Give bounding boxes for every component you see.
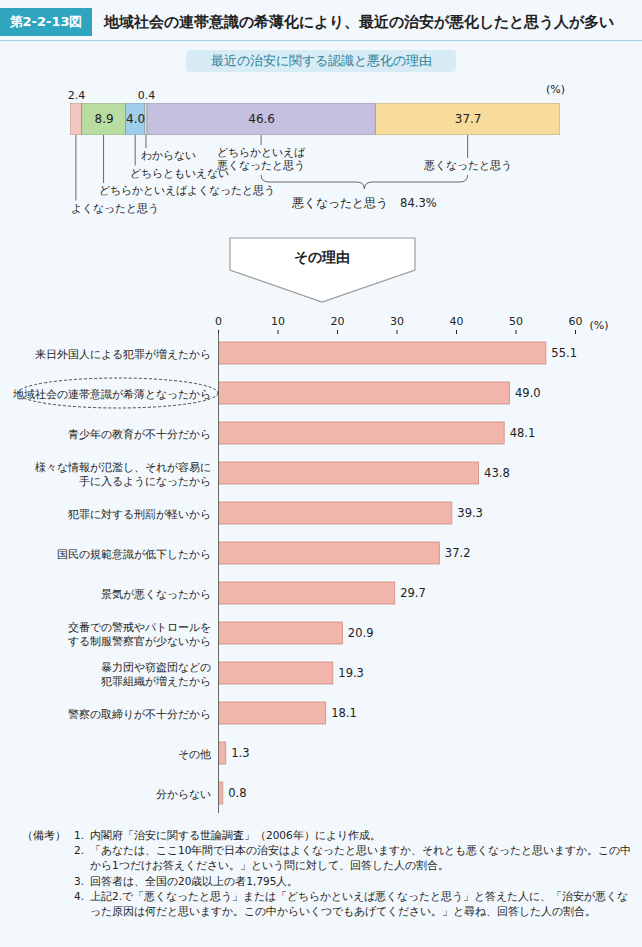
svg-text:18.1: 18.1 bbox=[331, 706, 357, 720]
html-text:第2-2-13図: 第2-2-13図 bbox=[9, 14, 83, 29]
svg-text:悪くなったと思う: 悪くなったと思う bbox=[216, 159, 305, 172]
svg-text:暴力団や窃盗団などの犯罪組織が増えたから: 暴力団や窃盗団などの犯罪組織が増えたから bbox=[101, 661, 211, 688]
html-text:内閣府「治安に関する世論調査」（2006年）により作成。: 内閣府「治安に関する世論調査」（2006年）により作成。 bbox=[90, 829, 381, 841]
html-text:地域社会の連帯意識の希薄化により、最近の治安が悪化したと思う: 地域社会の連帯意識の希薄化により、最近の治安が悪化したと思う人が多い bbox=[104, 13, 614, 31]
svg-text:39.3: 39.3 bbox=[457, 506, 483, 520]
svg-text:来日外国人による犯罪が増えたから: 来日外国人による犯罪が増えたから bbox=[35, 348, 211, 361]
svg-text:46.6: 46.6 bbox=[248, 112, 275, 126]
svg-text:8.9: 8.9 bbox=[95, 112, 114, 126]
svg-text:(%): (%) bbox=[546, 83, 565, 96]
svg-text:どちらかといえばよくなったと思う: どちらかといえばよくなったと思う bbox=[99, 184, 275, 197]
svg-text:悪くなったと思う 84.3%: 悪くなったと思う 84.3% bbox=[291, 196, 437, 210]
svg-text:地域社会の連帯意識が希薄となったから: 地域社会の連帯意識が希薄となったから bbox=[12, 388, 211, 401]
svg-text:19.3: 19.3 bbox=[338, 666, 364, 680]
svg-text:青少年の教育が不十分だから: 青少年の教育が不十分だから bbox=[68, 428, 211, 441]
svg-text:1.3: 1.3 bbox=[231, 746, 249, 760]
svg-text:分からない: 分からない bbox=[156, 788, 211, 801]
html-text:4.: 4. bbox=[74, 889, 84, 902]
svg-text:20: 20 bbox=[331, 315, 345, 328]
svg-text:悪くなったと思う: 悪くなったと思う bbox=[423, 159, 512, 172]
svg-text:0.8: 0.8 bbox=[228, 786, 246, 800]
html-text:「あなたは、ここ10年間で日本の治安はよくなったと思いますか: 「あなたは、ここ10年間で日本の治安はよくなったと思いますか、それとも悪くなった… bbox=[90, 844, 632, 872]
svg-text:4.0: 4.0 bbox=[126, 112, 145, 126]
svg-text:60: 60 bbox=[569, 315, 583, 328]
svg-text:37.7: 37.7 bbox=[455, 112, 482, 126]
svg-text:犯罪に対する刑罰が軽いから: 犯罪に対する刑罰が軽いから bbox=[68, 508, 211, 521]
svg-text:どちらともいえない: どちらともいえない bbox=[130, 167, 229, 180]
svg-text:国民の規範意識が低下したから: 国民の規範意識が低下したから bbox=[57, 548, 211, 561]
svg-text:50: 50 bbox=[509, 315, 523, 328]
svg-text:48.1: 48.1 bbox=[510, 426, 536, 440]
svg-text:29.7: 29.7 bbox=[400, 586, 426, 600]
html-text:3.: 3. bbox=[74, 874, 84, 887]
svg-text:交番での警戒やパトロールをする制服警察官が少ないから: 交番での警戒やパトロールをする制服警察官が少ないから bbox=[68, 621, 211, 648]
svg-text:43.8: 43.8 bbox=[484, 466, 510, 480]
svg-text:警察の取締りが不十分だから: 警察の取締りが不十分だから bbox=[68, 708, 211, 721]
svg-text:0: 0 bbox=[215, 315, 222, 328]
svg-text:40: 40 bbox=[450, 315, 464, 328]
html-text:回答者は、全国の20歳以上の者1,795人。: 回答者は、全国の20歳以上の者1,795人。 bbox=[90, 874, 299, 887]
svg-text:20.9: 20.9 bbox=[348, 626, 374, 640]
svg-text:10: 10 bbox=[271, 315, 285, 328]
html-text:（備考）: （備考） bbox=[22, 829, 66, 841]
svg-text:わからない: わからない bbox=[141, 149, 196, 162]
html-text:2.: 2. bbox=[74, 844, 84, 857]
svg-text:0.4: 0.4 bbox=[138, 89, 156, 102]
svg-text:49.0: 49.0 bbox=[515, 386, 541, 400]
svg-text:30: 30 bbox=[390, 315, 404, 328]
svg-text:景気が悪くなったから: 景気が悪くなったから bbox=[101, 588, 211, 601]
svg-text:2.4: 2.4 bbox=[68, 89, 86, 102]
svg-text:55.1: 55.1 bbox=[551, 346, 577, 360]
svg-text:37.2: 37.2 bbox=[445, 546, 471, 560]
svg-text:様々な情報が氾濫し、それが容易に手に入るようになったから: 様々な情報が氾濫し、それが容易に手に入るようになったから bbox=[35, 461, 211, 488]
svg-text:(%): (%) bbox=[590, 319, 609, 332]
svg-text:どちらかといえば: どちらかといえば bbox=[217, 146, 306, 159]
html-text:1.: 1. bbox=[74, 829, 84, 841]
html-text:上記2.で「悪くなったと思う」または「どちらかといえば悪くな: 上記2.で「悪くなったと思う」または「どちらかといえば悪くなったと思う」と答えた… bbox=[90, 889, 628, 918]
html-text:最近の治安に関する認識と悪化の理由: 最近の治安に関する認識と悪化の理由 bbox=[210, 53, 432, 68]
svg-text:その理由: その理由 bbox=[294, 249, 350, 265]
svg-text:よくなったと思う: よくなったと思う bbox=[71, 202, 159, 215]
svg-text:その他: その他 bbox=[178, 748, 211, 761]
